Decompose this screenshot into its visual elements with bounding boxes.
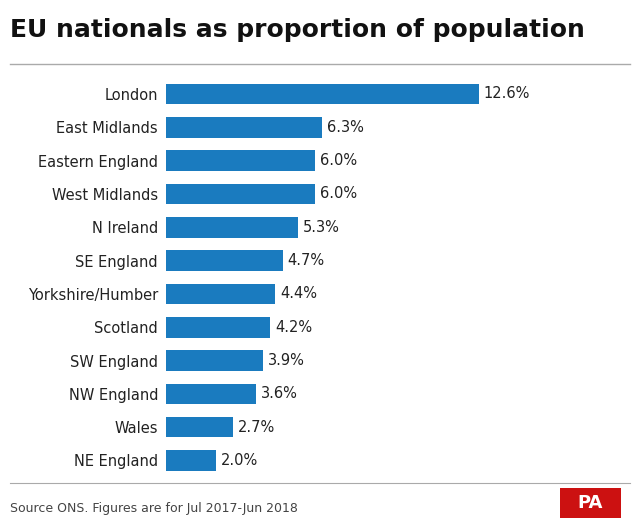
Text: 6.0%: 6.0% bbox=[320, 186, 357, 201]
Bar bbox=[166, 284, 275, 304]
Bar bbox=[166, 117, 323, 138]
Bar bbox=[166, 417, 234, 438]
Text: 12.6%: 12.6% bbox=[483, 87, 530, 101]
Text: Source ONS. Figures are for Jul 2017-Jun 2018: Source ONS. Figures are for Jul 2017-Jun… bbox=[10, 502, 298, 515]
Text: PA: PA bbox=[578, 494, 603, 512]
Text: 5.3%: 5.3% bbox=[303, 220, 340, 235]
Text: 4.2%: 4.2% bbox=[275, 319, 312, 335]
Text: 3.6%: 3.6% bbox=[260, 386, 298, 401]
Bar bbox=[166, 250, 283, 271]
Text: 4.7%: 4.7% bbox=[288, 253, 325, 268]
Text: 2.0%: 2.0% bbox=[221, 453, 258, 468]
Bar bbox=[166, 83, 479, 104]
Bar bbox=[166, 184, 315, 204]
Text: 6.3%: 6.3% bbox=[328, 120, 364, 135]
Bar bbox=[166, 350, 263, 371]
Text: 6.0%: 6.0% bbox=[320, 153, 357, 168]
Text: 4.4%: 4.4% bbox=[280, 286, 317, 301]
Bar bbox=[166, 450, 216, 471]
Bar bbox=[166, 383, 255, 404]
Text: 2.7%: 2.7% bbox=[238, 420, 275, 435]
Bar bbox=[166, 150, 315, 171]
Text: 3.9%: 3.9% bbox=[268, 353, 305, 368]
Bar bbox=[166, 317, 271, 337]
Text: EU nationals as proportion of population: EU nationals as proportion of population bbox=[10, 18, 584, 42]
Bar bbox=[166, 217, 298, 238]
